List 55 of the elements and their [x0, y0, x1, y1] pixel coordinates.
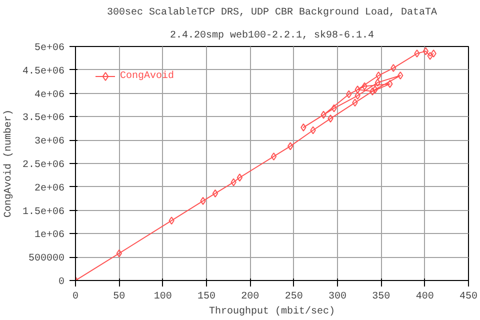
x-tick-label: 50 — [113, 292, 126, 302]
point — [331, 104, 337, 112]
x-tick-label: 450 — [460, 292, 478, 302]
point — [427, 52, 433, 60]
point — [320, 110, 326, 119]
x-tick-label: 200 — [241, 292, 260, 302]
x-tick-label: 0 — [72, 292, 79, 302]
point — [346, 90, 352, 98]
point — [414, 50, 420, 58]
y-tick-label: 500000 — [28, 254, 65, 265]
y-tick-label: 1.5e+06 — [22, 206, 65, 218]
point — [236, 174, 243, 182]
y-tick-label: 4e+06 — [34, 90, 65, 101]
y-tick-label: 2e+06 — [34, 183, 65, 194]
x-tick-label: 300 — [328, 292, 347, 302]
chart-title: 300sec ScalableTCP DRS, UDP CBR Background Load, DataTA — [106, 6, 438, 18]
x-tick-label: 400 — [416, 292, 434, 302]
point — [422, 47, 429, 56]
point — [300, 123, 306, 132]
y-tick-label: 1e+06 — [34, 230, 65, 242]
point — [372, 86, 378, 94]
y-axis-title: CongAvoid (number) — [2, 109, 14, 218]
point — [230, 178, 236, 186]
x-tick-label: 350 — [372, 292, 390, 302]
point — [270, 152, 277, 160]
point — [398, 72, 404, 80]
point — [387, 80, 393, 88]
y-tick-label: 4.5e+06 — [22, 66, 65, 78]
point — [116, 249, 122, 258]
point — [376, 72, 382, 80]
x-axis-title: Throughput (mbit/sec) — [208, 306, 336, 318]
point — [374, 78, 381, 87]
point — [390, 64, 396, 72]
x-tick-label: 100 — [154, 292, 172, 302]
point — [310, 126, 316, 134]
point — [352, 98, 358, 107]
point — [200, 196, 206, 205]
point — [354, 92, 360, 100]
point — [354, 86, 360, 94]
point — [288, 142, 294, 150]
y-tick-label: 3.5e+06 — [22, 113, 65, 124]
y-tick-label: 3e+06 — [34, 136, 65, 148]
point — [430, 50, 436, 58]
legend-label: CongAvoid — [120, 70, 174, 82]
x-tick-label: 250 — [284, 292, 303, 302]
chart-subtitle: 2.4.20smp web100-2.2.1, sk98-6.1.4 — [170, 30, 374, 42]
y-tick-label: 5e+06 — [34, 43, 65, 54]
x-tick-label: 150 — [198, 292, 216, 302]
y-tick-label: 0 — [58, 277, 65, 288]
point — [362, 82, 368, 90]
point — [370, 87, 376, 96]
point — [168, 216, 174, 225]
point — [328, 114, 334, 123]
point — [212, 189, 218, 198]
y-tick-label: 2.5e+06 — [22, 160, 65, 171]
